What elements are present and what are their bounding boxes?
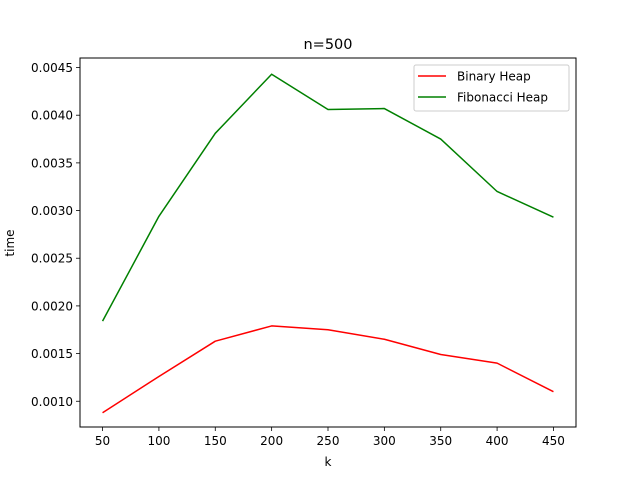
y-tick-label: 0.0020 [31, 299, 73, 313]
y-tick-label: 0.0010 [31, 395, 73, 409]
x-tick-label: 450 [542, 434, 565, 448]
x-tick-label: 400 [486, 434, 509, 448]
x-tick-label: 250 [317, 434, 340, 448]
y-tick-label: 0.0030 [31, 204, 73, 218]
x-tick-label: 150 [204, 434, 227, 448]
x-tick-label: 200 [260, 434, 283, 448]
y-tick-label: 0.0045 [31, 61, 73, 75]
legend-label: Binary Heap [457, 70, 531, 84]
y-axis: 0.0010 0.0015 0.0020 0.0025 0.0030 0.0035 0.00… [31, 61, 80, 409]
x-tick-label: 100 [147, 434, 170, 448]
legend-box [413, 64, 570, 112]
legend: Binary Heap Fibonacci Heap [413, 64, 570, 112]
x-axis-label: k [325, 455, 332, 469]
y-tick-label: 0.0015 [31, 347, 73, 361]
chart-title: n=500 [303, 37, 352, 53]
y-tick-label: 0.0040 [31, 109, 73, 123]
x-tick-label: 300 [373, 434, 396, 448]
x-tick-label: 350 [429, 434, 452, 448]
x-tick-label: 50 [95, 434, 110, 448]
series-line-binary-heap [102, 325, 554, 414]
plot-area [101, 73, 554, 414]
y-tick-label: 0.0035 [31, 156, 73, 170]
series-line-fibonacci-heap [101, 73, 554, 322]
y-axis-label: time [3, 229, 17, 256]
legend-label: Fibonacci Heap [457, 91, 548, 105]
x-axis: 50 100 150 200 250 300 350 400 450 [95, 427, 565, 448]
y-tick-label: 0.0025 [31, 252, 73, 266]
